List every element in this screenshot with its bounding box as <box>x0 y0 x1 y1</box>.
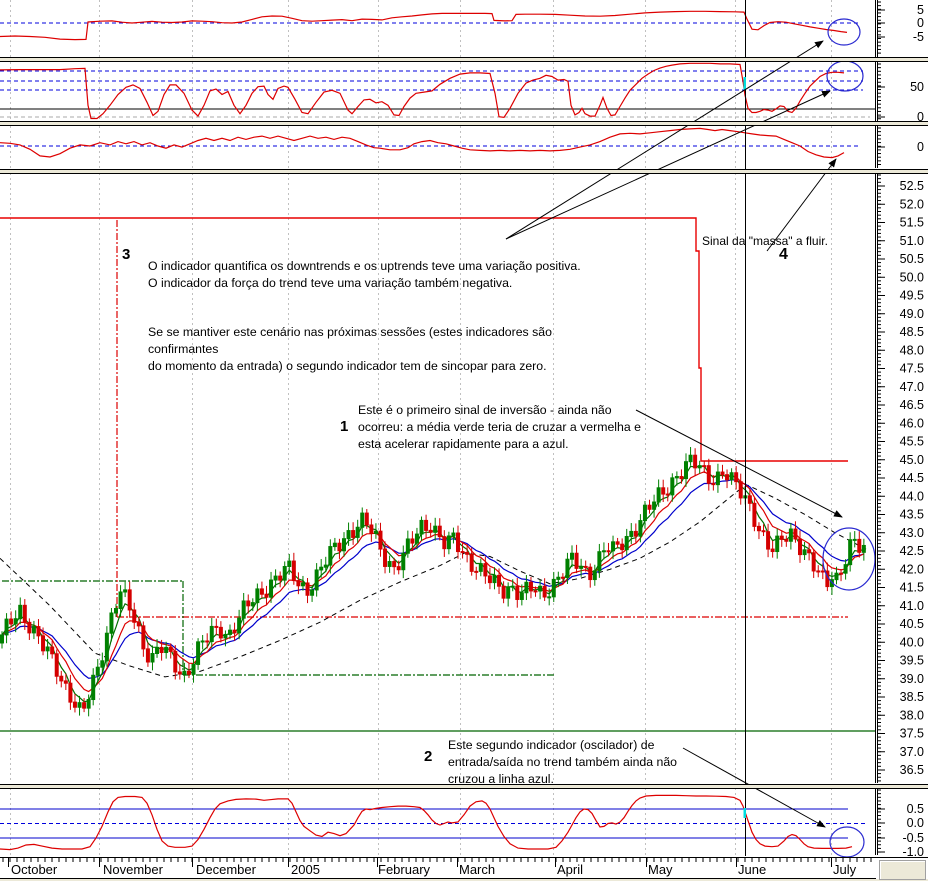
axis-label: 42.5 <box>900 544 924 558</box>
axis-label: 47.5 <box>900 362 924 376</box>
cursor-highlight-osc <box>743 808 746 818</box>
highlight-circle-1 <box>827 18 861 46</box>
axis-label: 40.0 <box>900 635 924 649</box>
axis-label: 44.5 <box>900 471 924 485</box>
panel-trend-strength <box>0 62 875 120</box>
annotation-4-text: Sinal da "massa" a fluir. <box>702 234 828 248</box>
axis-label: 0 <box>917 16 924 30</box>
annotation-1-text: Este é o primeiro sinal de inversão - ai… <box>358 403 641 451</box>
axis-label: 51.5 <box>900 216 924 230</box>
red-stop-step-line <box>0 217 848 462</box>
month-label: October <box>11 862 58 877</box>
axis-label: 36.5 <box>900 763 924 777</box>
axis-label: 46.5 <box>900 398 924 412</box>
annotation-4-number: 4 <box>779 246 788 263</box>
annotation-1-number: 1 <box>340 418 349 435</box>
value-axis: 50 0 <box>875 62 924 124</box>
candles <box>0 447 866 717</box>
panel-splitter[interactable] <box>0 785 928 788</box>
value-axis: 0 <box>875 126 924 168</box>
axis-label: 37.0 <box>900 745 924 759</box>
month-label: May <box>648 862 673 877</box>
panel-entry-exit-oscillator <box>0 794 867 851</box>
axis-label: 48.0 <box>900 343 924 357</box>
axis-label: 46.0 <box>900 416 924 430</box>
value-axis: 50-5 <box>875 0 924 57</box>
axis-label: 42.0 <box>900 562 924 576</box>
axis-label: 39.0 <box>900 672 924 686</box>
annotation-3-number: 3 <box>122 246 131 263</box>
axis-label: 40.5 <box>900 617 924 631</box>
main-price-panel <box>0 217 875 732</box>
axis-label: 48.5 <box>900 325 924 339</box>
month-label: June <box>738 862 766 877</box>
axis-label: 50.5 <box>900 252 924 266</box>
ma-green <box>1 465 865 703</box>
month-label: April <box>557 862 583 877</box>
value-axis: 52.5 52.0 51.5 51.0 50.5 50.0 49.5 49.0 48.5 48.0… <box>875 173 924 783</box>
annotation-arrow-3 <box>766 158 837 252</box>
annotation-arrow-4 <box>635 409 843 518</box>
panel-splitter[interactable] <box>0 58 928 61</box>
axis-label: 38.0 <box>900 708 924 722</box>
axis-label: 5 <box>917 3 924 17</box>
month-label: December <box>196 862 257 877</box>
axis-label: -5 <box>913 30 924 44</box>
month-label: February <box>378 862 431 877</box>
annotation-arrow-1 <box>505 40 824 240</box>
axis-label: -1.0 <box>902 845 924 859</box>
axis-label: 0.0 <box>907 816 924 830</box>
cursor-highlight-p2 <box>743 77 746 90</box>
axis-label: 38.5 <box>900 690 924 704</box>
panel-trend-quantifier <box>0 10 860 41</box>
axis-label: -0.5 <box>902 831 924 845</box>
axis-label: 43.0 <box>900 526 924 540</box>
axis-label: 49.0 <box>900 307 924 321</box>
axis-label: 41.0 <box>900 599 924 613</box>
axis-label: 45.0 <box>900 453 924 467</box>
annotation-3-paragraph-1: O indicador quantifica os downtrends e o… <box>148 258 581 290</box>
axis-label: 0 <box>917 110 924 124</box>
month-label: November <box>103 862 164 877</box>
axis-label: 52.5 <box>900 179 924 193</box>
axis-label: 41.5 <box>900 581 924 595</box>
date-axis: October November December 2005 February March… <box>0 857 928 881</box>
annotation-2-text: Este segundo indicador (oscilador) de en… <box>448 738 678 786</box>
annotation-2-number: 2 <box>424 748 433 765</box>
axis-label: 45.5 <box>900 435 924 449</box>
axis-label: 49.5 <box>900 289 924 303</box>
axis-label: 44.0 <box>900 489 924 503</box>
axis-label: 51.0 <box>900 234 924 248</box>
axis-label: 50.0 <box>900 270 924 284</box>
axis-label: 39.5 <box>900 654 924 668</box>
axis-label: 43.5 <box>900 508 924 522</box>
month-label: March <box>459 862 495 877</box>
annotation-3-text: O indicador quantifica os downtrends e o… <box>148 241 620 391</box>
panel-mass-index <box>0 127 861 159</box>
value-axis: 0.50.0-0.5-1.0 <box>875 788 924 859</box>
axis-label: 37.5 <box>900 727 924 741</box>
annotation-arrow-2 <box>505 90 831 240</box>
axis-label: 0.5 <box>907 802 924 816</box>
axis-label: 0 <box>917 140 924 154</box>
panel-splitter[interactable] <box>0 170 928 173</box>
resize-grip[interactable] <box>879 860 926 880</box>
panel-splitter[interactable] <box>0 122 928 125</box>
axis-label: 47.0 <box>900 380 924 394</box>
annotation-3-paragraph-2: Se se mantiver este cenário nas próximas… <box>148 325 552 373</box>
month-label: 2005 <box>291 862 320 877</box>
month-label: July <box>833 862 857 877</box>
axis-label: 52.0 <box>900 197 924 211</box>
axis-label: 50 <box>910 80 924 94</box>
